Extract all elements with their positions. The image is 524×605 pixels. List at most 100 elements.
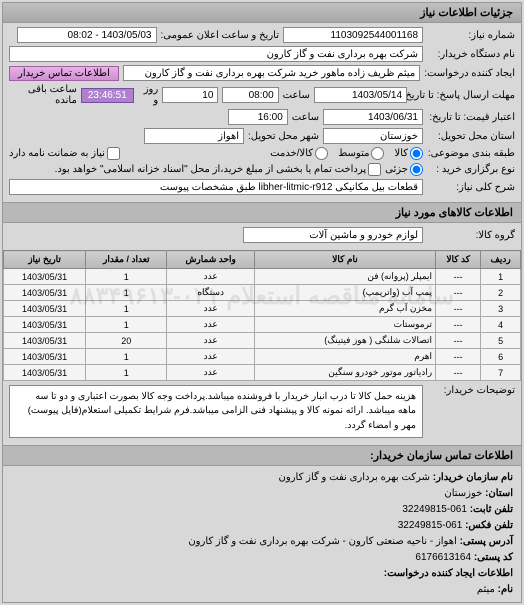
radio-kala-input[interactable] <box>410 147 423 160</box>
contact-province-label: استان: <box>485 488 513 499</box>
table-cell: 1 <box>86 317 167 333</box>
announce-datetime: 1403/05/03 - 08:02 <box>17 27 157 43</box>
request-no-label: شماره نیاز: <box>427 30 515 41</box>
table-cell: پمپ آب (واترپمپ) <box>254 285 435 301</box>
province: خوزستان <box>323 128 423 144</box>
contact-creator-name: میثم <box>477 584 495 595</box>
table-header: نام کالا <box>254 251 435 269</box>
contact-fax-label: تلفن فکس: <box>465 520 513 531</box>
deadline-send-date: 1403/05/14 <box>314 87 407 103</box>
payment-note-check[interactable]: پرداخت تمام یا بخشی از مبلغ خرید،از محل … <box>55 163 382 176</box>
table-header: کد کالا <box>436 251 481 269</box>
table-cell: عدد <box>167 349 255 365</box>
radio-service-input[interactable] <box>315 147 328 160</box>
radio-kala[interactable]: کالا <box>394 147 423 160</box>
contact-section-title: اطلاعات تماس سازمان خریدار: <box>3 445 521 466</box>
table-cell: 6 <box>481 349 521 365</box>
guarantee-check[interactable]: نیاز به ضمانت نامه دارد <box>9 147 120 160</box>
table-cell: 1403/05/31 <box>4 365 86 381</box>
subject-label: شرح کلی نیاز: <box>427 182 515 193</box>
buyer-desc-label: توضیحات خریدار: <box>427 385 515 396</box>
table-row[interactable]: 2---پمپ آب (واترپمپ)دستگاه11403/05/31 <box>4 285 521 301</box>
validity-date: 1403/06/31 <box>323 109 423 125</box>
table-header: واحد شمارش <box>167 251 255 269</box>
time-remaining: 23:46:51 <box>81 88 134 103</box>
group: لوازم خودرو و ماشین آلات <box>243 227 423 243</box>
contact-fax: 061-32249815 <box>398 520 463 531</box>
radio-jari[interactable]: جزئی <box>385 163 423 176</box>
time-label-2: ساعت <box>292 112 319 123</box>
table-cell: ایمپلر (پروانه) فن <box>254 269 435 285</box>
validity-label: اعتبار قیمت: تا تاریخ: <box>427 112 515 123</box>
table-cell: --- <box>436 301 481 317</box>
table-cell: 5 <box>481 333 521 349</box>
table-cell: عدد <box>167 365 255 381</box>
table-cell: ترموستات <box>254 317 435 333</box>
table-cell: 7 <box>481 365 521 381</box>
table-cell: 20 <box>86 333 167 349</box>
contact-address-label: آدرس پستی: <box>460 536 513 547</box>
buyer-org: شرکت بهره برداری نفت و گاز کارون <box>9 46 423 62</box>
table-cell: 1 <box>86 269 167 285</box>
table-cell: --- <box>436 365 481 381</box>
payment-note-checkbox[interactable] <box>368 163 381 176</box>
requester: میثم ظریف زاده ماهور خرید شرکت بهره بردا… <box>123 65 420 81</box>
goods-section-title: اطلاعات کالاهای مورد نیاز <box>3 202 521 223</box>
days-remaining: 10 <box>162 87 218 103</box>
table-cell: 1 <box>86 285 167 301</box>
radio-service[interactable]: کالا/خدمت <box>270 147 328 160</box>
table-cell: --- <box>436 333 481 349</box>
table-cell: 1403/05/31 <box>4 285 86 301</box>
table-cell: 1 <box>86 301 167 317</box>
table-header: تاریخ نیاز <box>4 251 86 269</box>
buyer-org-label: نام دستگاه خریدار: <box>427 49 515 60</box>
table-cell: --- <box>436 285 481 301</box>
radio-jari-input[interactable] <box>410 163 423 176</box>
deadline-send-time: 08:00 <box>222 87 278 103</box>
table-cell: 1 <box>481 269 521 285</box>
table-row[interactable]: 3---مخزن آب گرمعدد11403/05/31 <box>4 301 521 317</box>
request-no: 1103092544001168 <box>283 27 423 43</box>
table-cell: اهرم <box>254 349 435 365</box>
goods-table: ردیفکد کالانام کالاواحد شمارشتعداد / مقد… <box>3 250 521 381</box>
contact-org-label: نام سازمان خریدار: <box>433 472 513 483</box>
table-cell: دستگاه <box>167 285 255 301</box>
table-cell: --- <box>436 317 481 333</box>
payment-type-label: نوع برگزاری خرید : <box>427 164 515 175</box>
time-label-1: ساعت <box>283 90 310 101</box>
contact-buyer-button[interactable]: اطلاعات تماس خریدار <box>9 66 119 81</box>
radio-medium-input[interactable] <box>371 147 384 160</box>
contact-province: خوزستان <box>444 488 482 499</box>
table-row[interactable]: 7---رادیاتور موتور خودرو سنگینعدد11403/0… <box>4 365 521 381</box>
radio-medium[interactable]: متوسط <box>338 147 384 160</box>
table-header: تعداد / مقدار <box>86 251 167 269</box>
contact-postal-label: کد پستی: <box>474 552 513 563</box>
remain-word: ساعت باقی مانده <box>9 84 77 106</box>
group-label: گروه کالا: <box>427 230 515 241</box>
table-cell: عدد <box>167 333 255 349</box>
guarantee-checkbox[interactable] <box>107 147 120 160</box>
table-cell: 2 <box>481 285 521 301</box>
table-cell: 1 <box>86 349 167 365</box>
buyer-desc: هزینه حمل کالا تا درب انبار خریدار با فر… <box>9 385 423 438</box>
table-cell: اتصالات شلنگی ( هوز فیتینگ) <box>254 333 435 349</box>
table-row[interactable]: 6---اهرمعدد11403/05/31 <box>4 349 521 365</box>
table-cell: 1403/05/31 <box>4 301 86 317</box>
requester-label: ایجاد کننده درخواست: <box>424 68 515 79</box>
contact-phone: 061-32249815 <box>402 504 467 515</box>
table-cell: --- <box>436 269 481 285</box>
contact-creator-label: اطلاعات ایجاد کننده درخواست: <box>384 568 513 579</box>
day-word: روز و <box>138 84 158 106</box>
table-row[interactable]: 4---ترموستاتعدد11403/05/31 <box>4 317 521 333</box>
panel-title: جزئیات اطلاعات نیاز <box>3 3 521 23</box>
table-cell: رادیاتور موتور خودرو سنگین <box>254 365 435 381</box>
table-cell: عدد <box>167 317 255 333</box>
subject: قطعات بیل مکانیکی libher-litmic-r912 طبق… <box>9 179 423 195</box>
table-cell: 1403/05/31 <box>4 349 86 365</box>
table-row[interactable]: 5---اتصالات شلنگی ( هوز فیتینگ)عدد201403… <box>4 333 521 349</box>
budget-type-label: طبقه بندی موضوعی: <box>427 148 515 159</box>
table-cell: 4 <box>481 317 521 333</box>
table-cell: 1403/05/31 <box>4 333 86 349</box>
table-cell: مخزن آب گرم <box>254 301 435 317</box>
table-row[interactable]: 1---ایمپلر (پروانه) فنعدد11403/05/31 <box>4 269 521 285</box>
